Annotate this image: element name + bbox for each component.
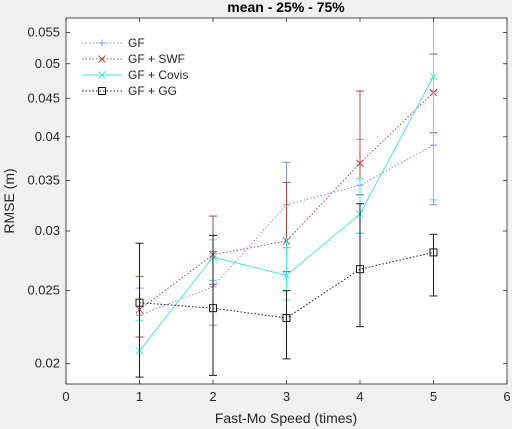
y-tick-label: 0.04 bbox=[35, 129, 60, 144]
x-tick-label: 5 bbox=[430, 389, 437, 404]
x-tick-label: 3 bbox=[283, 389, 290, 404]
legend-label: GF + GG bbox=[128, 84, 177, 98]
legend-label: GF + SWF bbox=[128, 52, 185, 66]
x-tick-label: 6 bbox=[503, 389, 510, 404]
data-point bbox=[429, 248, 438, 257]
data-point bbox=[356, 265, 364, 274]
x-tick-label: 1 bbox=[136, 389, 143, 404]
data-point bbox=[209, 304, 217, 313]
marker-stroke bbox=[98, 71, 106, 79]
series-gf-gg bbox=[135, 203, 438, 378]
marker-stroke bbox=[98, 55, 106, 63]
marker-stroke bbox=[429, 72, 438, 81]
data-point bbox=[282, 271, 291, 280]
chart-title: mean - 25% - 75% bbox=[227, 0, 345, 15]
y-tick-label: 0.05 bbox=[35, 56, 60, 71]
legend-marker bbox=[98, 39, 106, 47]
tick-layer: 0 1 2 3 4 5 6 0.02 0.025 0.03 0.035 0.04 0.045 0.05 0.… bbox=[27, 18, 511, 404]
marker-stroke bbox=[282, 271, 291, 280]
y-tick-label: 0.045 bbox=[27, 90, 60, 105]
legend-label: GF + Covis bbox=[128, 68, 188, 82]
y-tick-label: 0.035 bbox=[27, 173, 60, 188]
data-point bbox=[282, 313, 291, 322]
y-tick-label: 0.025 bbox=[27, 283, 60, 298]
x-tick-label: 4 bbox=[356, 389, 363, 404]
marker-stroke bbox=[356, 159, 364, 168]
legend-marker bbox=[98, 71, 106, 79]
y-tick-label: 0.02 bbox=[35, 356, 60, 371]
legend-marker bbox=[98, 87, 106, 95]
y-axis-label: RMSE (m) bbox=[1, 168, 17, 233]
series-line bbox=[139, 144, 434, 316]
legend: GF GF + SWF GF + Covis GF + GG bbox=[82, 36, 188, 98]
x-tick-label: 0 bbox=[62, 389, 69, 404]
data-point bbox=[429, 72, 438, 81]
legend-marker bbox=[98, 55, 106, 63]
x-tick-label: 2 bbox=[209, 389, 216, 404]
legend-label: GF bbox=[128, 36, 145, 50]
y-tick-label: 0.055 bbox=[27, 25, 60, 40]
x-axis-label: Fast-Mo Speed (times) bbox=[215, 410, 357, 426]
series-layer bbox=[135, 17, 438, 385]
data-point bbox=[356, 159, 364, 168]
y-tick-label: 0.03 bbox=[35, 223, 60, 238]
data-point bbox=[135, 298, 144, 307]
